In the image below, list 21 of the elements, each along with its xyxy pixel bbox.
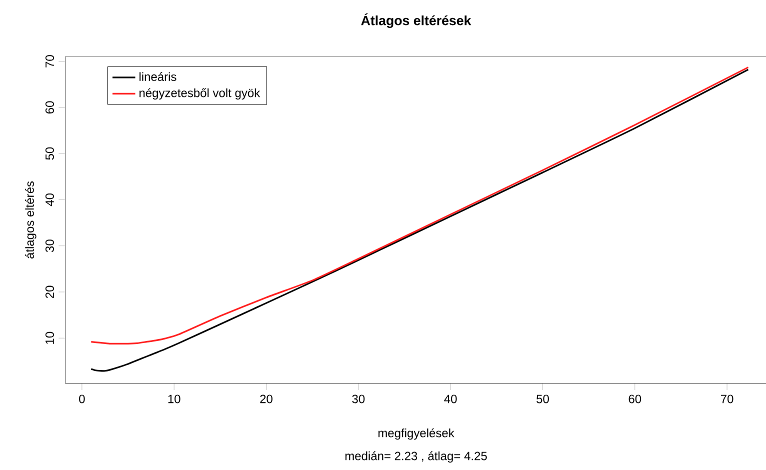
- x-tick-label: 20: [260, 394, 272, 404]
- x-tick-label: 60: [628, 394, 642, 404]
- legend-label: lineáris: [140, 72, 176, 82]
- y-axis-title: átlagos eltérés: [24, 181, 36, 259]
- x-tick-label: 70: [720, 394, 734, 404]
- chart-title: Átlagos eltérések: [361, 13, 472, 28]
- y-tick-label: 70: [45, 55, 54, 68]
- y-tick-label: 10: [45, 332, 54, 344]
- x-tick-label: 40: [444, 394, 457, 404]
- x-tick-label: 0: [79, 394, 85, 404]
- y-tick-label: 20: [45, 286, 54, 298]
- x-tick-label: 10: [168, 394, 180, 404]
- text: medián= 2.23 , átlag= 4.25: [345, 451, 487, 463]
- y-tick-label: 50: [45, 147, 54, 160]
- legend-label: négyzetesből volt gyök: [140, 88, 260, 100]
- x-axis-title: megfigyelések: [378, 428, 454, 440]
- y-tick-label: 60: [45, 101, 54, 114]
- y-tick-label: 40: [45, 193, 54, 206]
- x-tick-label: 50: [536, 394, 549, 404]
- y-tick-label: 30: [45, 240, 54, 252]
- x-tick-label: 30: [352, 394, 365, 404]
